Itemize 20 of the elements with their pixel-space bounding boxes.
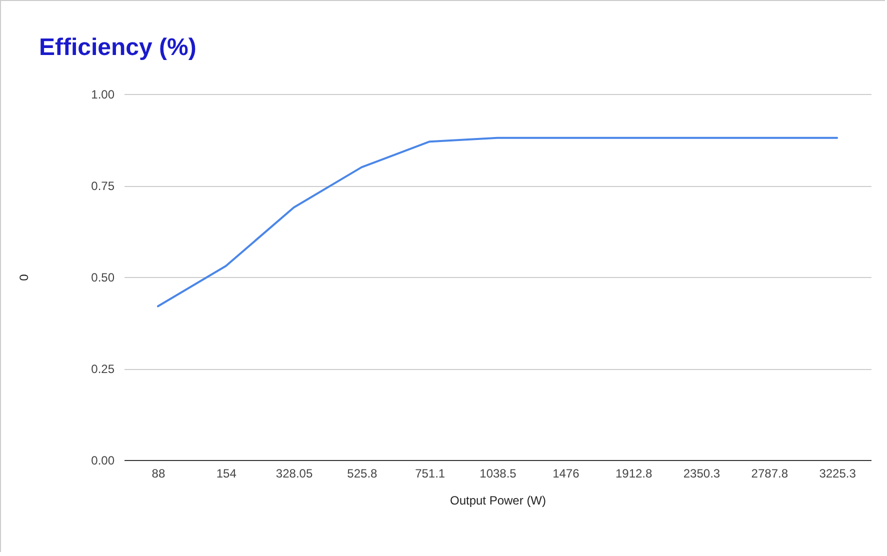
y-tick-label: 1.00 — [91, 88, 115, 102]
chart-title: Efficiency (%) — [39, 34, 196, 61]
x-axis-title: Output Power (W) — [450, 494, 546, 508]
x-tick-label: 751.1 — [415, 466, 446, 480]
x-tick-label: 2350.3 — [683, 466, 720, 480]
x-tick-label: 1038.5 — [480, 466, 517, 480]
y-tick-label: 0.00 — [91, 454, 115, 468]
x-tick-label: 2787.8 — [751, 466, 788, 480]
x-tick-label: 525.8 — [347, 466, 378, 480]
y-tick-label: 0.25 — [91, 362, 115, 376]
line-series — [156, 136, 838, 308]
y-tick-label: 0.50 — [91, 270, 115, 284]
x-tick-label: 3225.3 — [819, 466, 856, 480]
x-tick-label: 1912.8 — [615, 466, 652, 480]
x-tick-label: 154 — [216, 466, 237, 480]
x-tick-label: 328.05 — [276, 466, 313, 480]
y-axis-title: 0 — [17, 274, 32, 281]
x-tick-label: 1476 — [552, 466, 580, 480]
x-tick-label: 88 — [152, 466, 166, 480]
y-tick-label: 0.75 — [91, 179, 115, 193]
